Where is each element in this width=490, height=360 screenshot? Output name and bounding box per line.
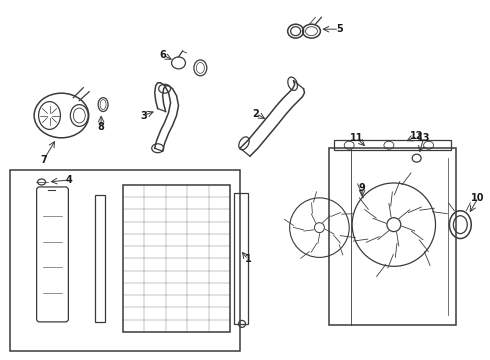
Text: 2: 2	[252, 108, 259, 118]
Text: 7: 7	[40, 155, 47, 165]
Text: 8: 8	[98, 122, 104, 132]
Text: 13: 13	[417, 133, 430, 143]
Text: 12: 12	[410, 131, 423, 141]
Text: 4: 4	[66, 175, 73, 185]
Bar	[234, 193, 248, 324]
Text: 10: 10	[471, 193, 485, 203]
Bar	[10, 170, 240, 351]
Bar	[334, 140, 451, 150]
Text: 6: 6	[159, 50, 166, 60]
Text: 9: 9	[359, 183, 366, 193]
Text: 1: 1	[245, 255, 251, 264]
Text: 3: 3	[141, 111, 147, 121]
Bar	[123, 185, 230, 332]
Bar	[95, 195, 105, 322]
Bar	[329, 148, 456, 325]
Text: 11: 11	[350, 133, 364, 143]
Text: 5: 5	[336, 24, 343, 34]
